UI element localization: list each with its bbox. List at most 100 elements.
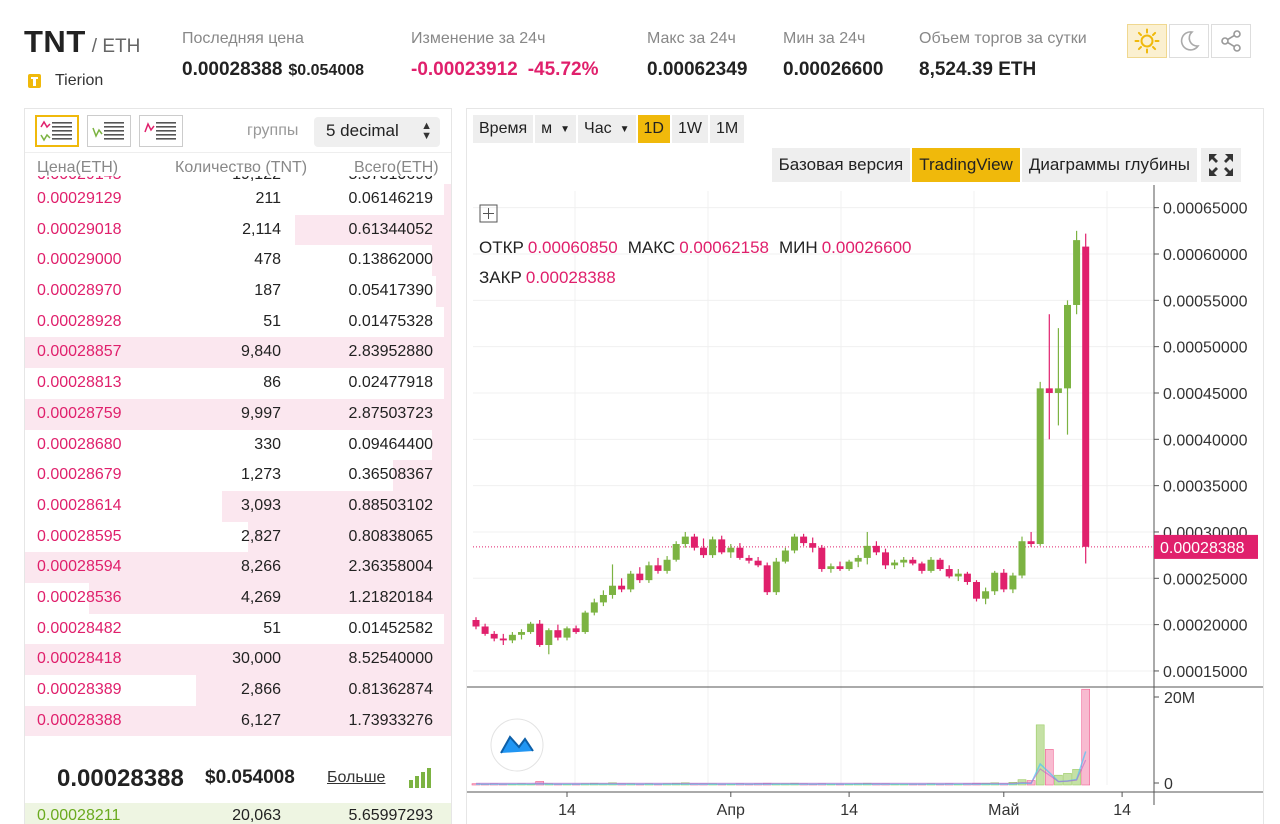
ask-row[interactable]: 0.00028680 330 0.09464400 — [25, 429, 451, 461]
volume-tick-label: 20M — [1164, 690, 1195, 707]
depth-bar — [294, 214, 451, 246]
candle-body — [581, 612, 589, 633]
orderbook-view-bids-button[interactable] — [87, 115, 131, 147]
ask-row[interactable]: 0.00029000 478 0.13862000 — [25, 245, 451, 277]
share-button[interactable] — [1211, 24, 1251, 58]
stat-label: Мин за 24ч — [783, 30, 866, 47]
timeframe-button[interactable]: Время — [473, 115, 534, 143]
ask-row[interactable]: 0.00028970 187 0.05417390 — [25, 276, 451, 307]
ask-qty: 86 — [263, 374, 281, 392]
candle-body — [700, 547, 707, 556]
ask-total: 2.36358004 — [348, 558, 433, 576]
orderbook-view-all-button[interactable] — [35, 115, 79, 147]
ask-row[interactable]: 0.00028679 1,273 0.36508367 — [25, 460, 451, 491]
depth-bar — [25, 337, 451, 369]
ask-qty: 2,827 — [240, 527, 281, 545]
ask-total: 8.52540000 — [348, 650, 433, 668]
ask-row[interactable]: 0.00029145 19,122 5.57310690 — [25, 176, 451, 184]
candle-body — [927, 559, 935, 571]
ask-price: 0.00028388 — [37, 711, 122, 729]
ohlc-open: 0.00060850 — [528, 238, 618, 257]
depth-bar — [25, 705, 451, 737]
ask-row[interactable]: 0.00028595 2,827 0.80838065 — [25, 521, 451, 553]
groups-label: группы — [247, 122, 299, 139]
bid-row[interactable]: 0.00028211 20,063 5.65997293 — [25, 803, 451, 824]
candle-body — [563, 628, 571, 638]
timeframe-button[interactable]: 1W — [671, 115, 708, 143]
stat-high-24h: Макс за 24ч 0.00062349 — [647, 30, 747, 81]
ask-row[interactable]: 0.00028536 4,269 1.21820184 — [25, 582, 451, 614]
more-link[interactable]: Больше — [327, 769, 386, 786]
candle-body — [963, 573, 971, 583]
timeframe-button[interactable]: м ▼ — [535, 115, 577, 143]
chart-view-tab[interactable]: Базовая версия — [771, 148, 911, 182]
ask-qty: 30,000 — [232, 650, 281, 668]
ohlc-low: 0.00026600 — [822, 238, 912, 257]
chart-view-tab[interactable]: Диаграммы глубины — [1021, 148, 1197, 182]
stat-label: Макс за 24ч — [647, 30, 736, 47]
candle-body — [490, 633, 498, 639]
groups-select[interactable]: 5 decimal ▲ ▼ — [314, 117, 440, 147]
candle-body — [891, 562, 899, 566]
candle-body — [800, 536, 808, 544]
ohlc-high-label: МАКС — [628, 238, 676, 257]
light-theme-button[interactable] — [1127, 24, 1167, 58]
high-value: 0.00062349 — [647, 59, 748, 80]
time-tick-label: 14 — [840, 802, 858, 819]
ask-price: 0.00028418 — [37, 650, 122, 668]
ask-qty: 330 — [254, 435, 281, 453]
timeframe-label: Время — [479, 120, 528, 137]
ohlc-open-label: ОТКР — [479, 238, 524, 257]
ask-row[interactable]: 0.00028389 2,866 0.81362874 — [25, 675, 451, 706]
candle-body — [508, 634, 516, 641]
ask-price: 0.00028813 — [37, 374, 122, 392]
orderbook-view-asks-button[interactable] — [139, 115, 183, 147]
timeframe-button[interactable]: 1D — [637, 115, 670, 143]
ask-row[interactable]: 0.00028388 6,127 1.73933276 — [25, 705, 451, 737]
ask-row[interactable]: 0.00028482 51 0.01452582 — [25, 613, 451, 645]
fullscreen-button[interactable] — [1201, 148, 1241, 182]
bid-qty: 20,063 — [232, 807, 281, 824]
timeframe-button[interactable]: Час ▼ — [578, 115, 636, 143]
candle-body — [791, 536, 798, 551]
depth-bar — [89, 582, 451, 614]
ask-row[interactable]: 0.00028813 86 0.02477918 — [25, 368, 451, 399]
timeframe-label: 1W — [677, 120, 702, 137]
ask-row[interactable]: 0.00029018 2,114 0.61344052 — [25, 214, 451, 246]
depth-bar — [431, 245, 451, 277]
ask-row[interactable]: 0.00028759 9,997 2.87503723 — [25, 398, 451, 430]
ask-price: 0.00029018 — [37, 220, 122, 238]
header-actions — [1127, 24, 1251, 58]
signal-bars-icon — [409, 768, 431, 788]
ask-total: 5.57310690 — [348, 176, 433, 184]
volume-bar — [1035, 724, 1045, 786]
price-tick-label: 0.00020000 — [1163, 618, 1248, 635]
chart-view-tab[interactable]: TradingView — [912, 148, 1020, 182]
change-percent: -45.72% — [527, 59, 599, 80]
depth-bar — [247, 521, 451, 553]
ask-row[interactable]: 0.00028857 9,840 2.83952880 — [25, 337, 451, 369]
last-price-value: 0.00028388 — [182, 59, 283, 80]
dark-theme-button[interactable] — [1169, 24, 1209, 58]
token-name-link[interactable]: Tierion — [55, 72, 104, 89]
candle-body — [872, 545, 880, 553]
price-chart[interactable]: 0.00065000 0.00060000 0.00055000 0.00050000… — [467, 185, 1264, 824]
candle-body — [1000, 572, 1008, 590]
price-tick-label: 0.00025000 — [1163, 571, 1248, 588]
ask-row[interactable]: 0.00028928 51 0.01475328 — [25, 306, 451, 338]
orderbook-asks-icon — [144, 122, 176, 140]
change-value: -0.00023912 — [411, 59, 518, 80]
ask-row[interactable]: 0.00029129 211 0.06146219 — [25, 184, 451, 215]
ask-row[interactable]: 0.00028614 3,093 0.88503102 — [25, 490, 451, 522]
timeframe-button[interactable]: 1M — [709, 115, 745, 143]
ask-total: 2.87503723 — [348, 404, 433, 422]
add-indicator-icon — [479, 204, 498, 223]
candle-body — [1064, 304, 1071, 389]
ask-row[interactable]: 0.00028594 8,266 2.36358004 — [25, 552, 451, 583]
ask-row[interactable]: 0.00028418 30,000 8.52540000 — [25, 644, 451, 675]
candle-body — [1027, 541, 1035, 545]
last-price-tag-label: 0.00028388 — [1160, 540, 1245, 557]
caret-down-icon: ▼ — [619, 123, 630, 135]
ask-qty: 187 — [254, 282, 281, 300]
last-price-usd: $0.054008 — [288, 62, 365, 79]
